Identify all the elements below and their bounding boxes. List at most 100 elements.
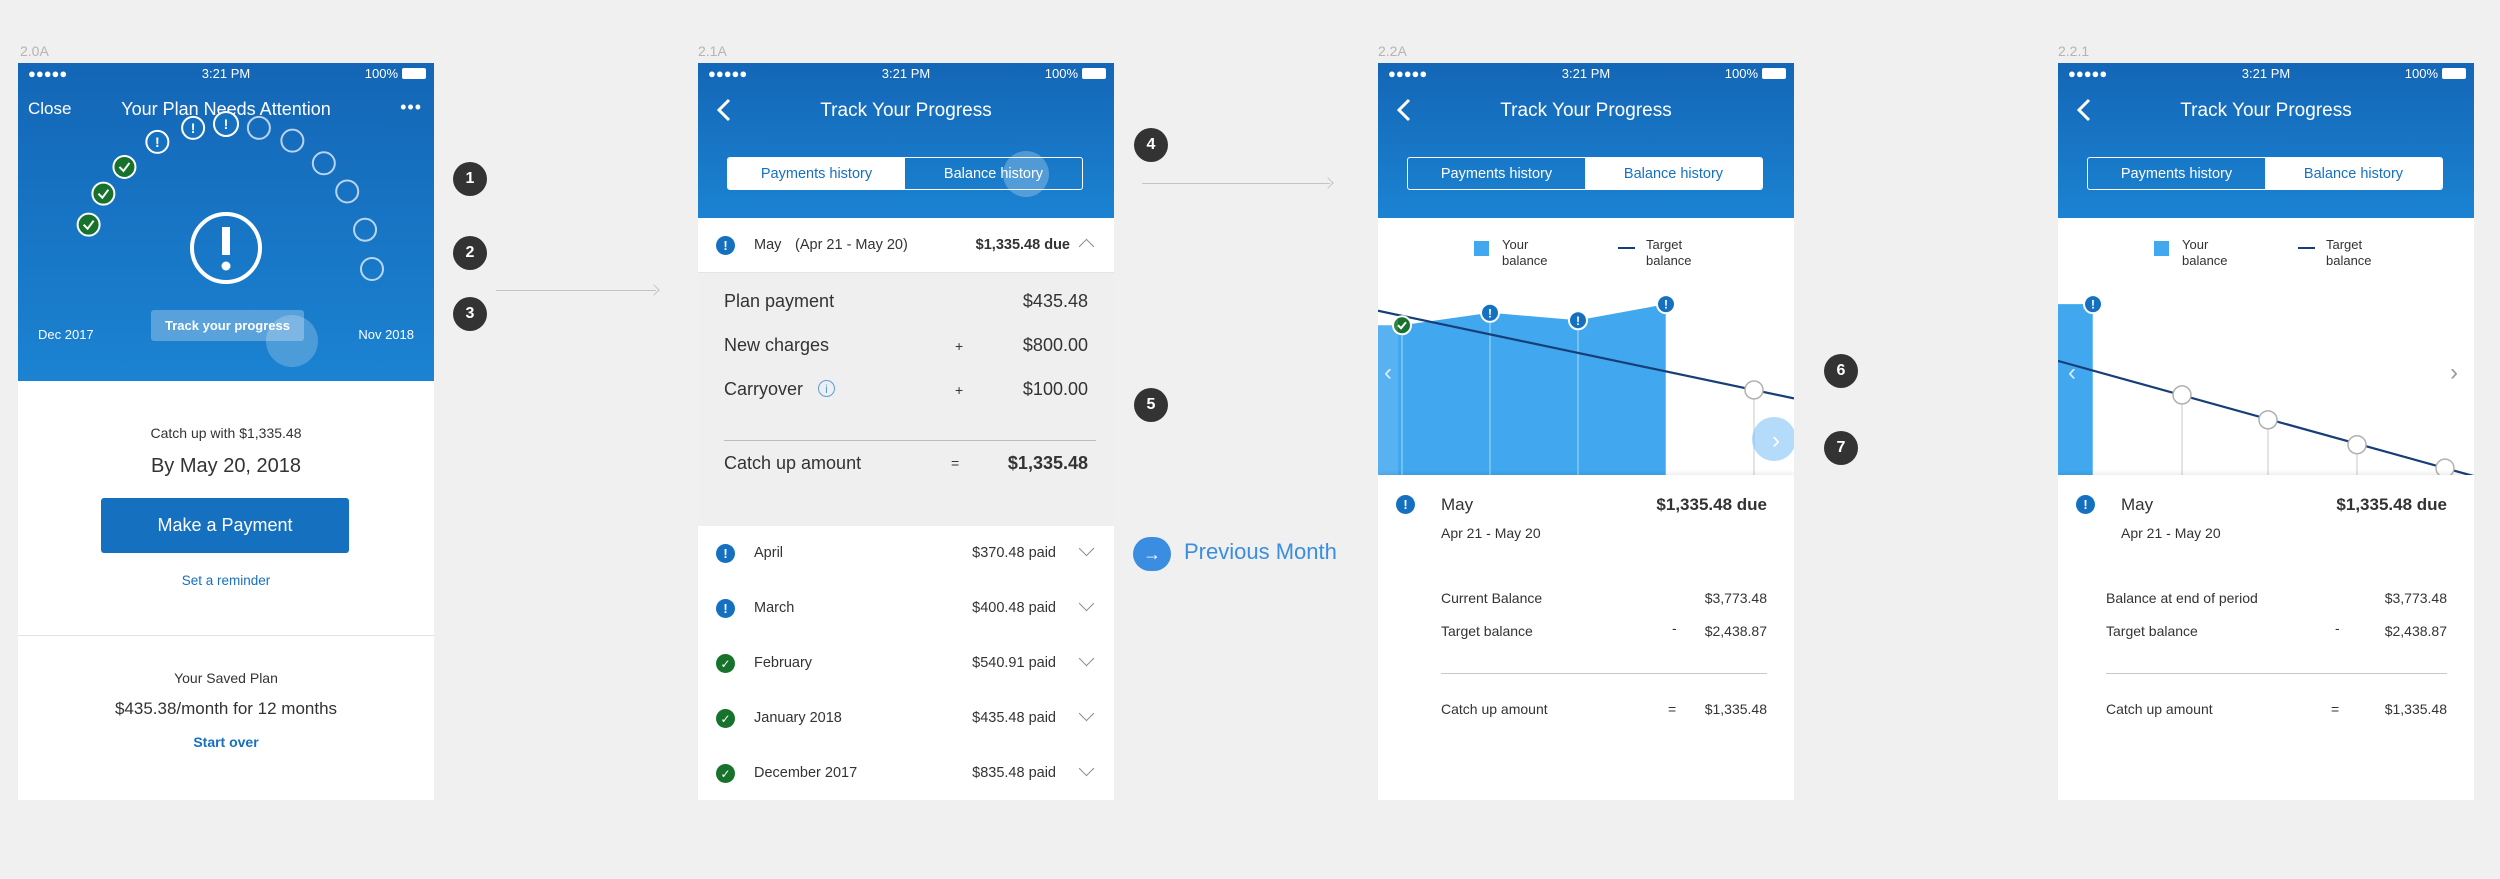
svg-text:!: ! [155, 134, 160, 150]
info-icon[interactable]: i [818, 380, 835, 397]
chevron-down-icon [1078, 650, 1095, 667]
history-tabs: Payments history Balance history [727, 157, 1083, 190]
tap-indicator [266, 315, 318, 367]
alert-icon[interactable] [1480, 302, 1500, 323]
chevron-left-icon[interactable]: ‹ [1384, 359, 1392, 386]
screen-plan-attention: ●●●●● 3:21 PM 100% Close Your Plan Needs… [18, 63, 434, 800]
header: ●●●●● 3:21 PM 100% Track Your Progress P… [1378, 63, 1794, 218]
alert-icon[interactable] [1568, 310, 1588, 331]
divider [18, 635, 434, 636]
history-row[interactable]: ! April $370.48 paid [698, 526, 1114, 582]
tab-payments-history[interactable]: Payments history [2120, 165, 2233, 182]
breakdown-panel: Plan payment $435.48 New charges + $800.00 Ca… [698, 273, 1114, 526]
annotation-badge: 4 [1134, 128, 1168, 162]
detail-month: May [1441, 495, 1474, 514]
breakdown-label: Plan payment [724, 291, 835, 311]
screen-track-progress-balance-future: ●●●●● 3:21 PM 100% Track Your Progress P… [2058, 63, 2474, 800]
signal-icon: ●●●●● [28, 66, 68, 81]
breakdown-label: New charges [724, 335, 830, 355]
signal-icon: ●●●●● [708, 66, 748, 81]
battery-icon [402, 68, 426, 79]
row-amount: $370.48 paid [972, 545, 1056, 561]
alert-mark: ! [1576, 314, 1580, 328]
current-period-row[interactable]: ! May (Apr 21 - May 20) $1,335.48 due [698, 218, 1114, 273]
dial-step-upcoming [335, 179, 360, 204]
screen-track-progress-payments: ●●●●● 3:21 PM 100% Track Your Progress P… [698, 63, 1114, 800]
tab-payments-history[interactable]: Payments history [728, 158, 905, 189]
back-chevron-icon[interactable] [2070, 95, 2100, 125]
tab-payments-history[interactable]: Payments history [1440, 165, 1553, 182]
alert-icon[interactable] [2083, 294, 2103, 315]
future-point[interactable] [2172, 385, 2192, 405]
history-row[interactable]: ✓ February $540.91 paid [698, 636, 1114, 692]
dial-step-alert: ! [181, 115, 206, 140]
balance-area [1378, 304, 1666, 500]
annotation-badge: 6 [1824, 354, 1858, 388]
alert-mark: ! [2091, 298, 2095, 312]
catchup-value: $1,335.48 [1007, 453, 1088, 473]
set-reminder-link[interactable]: Set a reminder [181, 573, 271, 588]
future-point[interactable] [1744, 380, 1764, 400]
future-point[interactable] [2258, 410, 2278, 430]
chevron-up-icon [1078, 238, 1095, 255]
status-bar: ●●●●● 3:21 PM 100% [698, 63, 1114, 85]
future-point[interactable] [2347, 434, 2367, 455]
divider [1441, 673, 1767, 674]
history-row[interactable]: ! March $400.48 paid [698, 581, 1114, 637]
saved-plan-title: Your Saved Plan [174, 670, 278, 686]
row-label: December 2017 [754, 765, 858, 781]
period-detail: ! May $1,335.48 due Apr 21 - May 20 Bala… [2058, 475, 2474, 800]
tab-balance-history[interactable]: Balance history [1585, 158, 1762, 189]
detail-value: $3,773.48 [2384, 590, 2447, 606]
legend-target-balance: Target balance [2326, 237, 2372, 268]
legend-swatch-target [2298, 247, 2315, 249]
back-chevron-icon[interactable] [710, 95, 740, 125]
back-chevron-icon[interactable] [1390, 95, 1420, 125]
alert-mark: ! [1488, 306, 1492, 320]
operator: + [955, 382, 964, 398]
more-icon[interactable]: ••• [400, 97, 422, 117]
alert-icon: ! [716, 544, 735, 563]
track-progress-button[interactable]: Track your progress [151, 310, 304, 341]
dial-step-upcoming [280, 128, 305, 153]
battery-icon [2442, 68, 2466, 79]
alert-large-icon [190, 212, 262, 284]
check-icon: ✓ [716, 764, 735, 783]
dial-start-label: Dec 2017 [38, 327, 94, 342]
status-time: 3:21 PM [1561, 66, 1611, 81]
chevron-left-icon[interactable]: ‹ [2068, 359, 2076, 386]
detail-value: $2,438.87 [1704, 623, 1767, 639]
check-mark [1397, 321, 1407, 330]
tab-balance-history[interactable]: Balance history [943, 165, 1044, 182]
dial-end-label: Nov 2018 [358, 327, 414, 342]
close-button[interactable]: Close [28, 99, 72, 118]
battery-percent: 100% [1044, 66, 1078, 81]
catchup-date: By May 20, 2018 [150, 455, 302, 477]
dial-step-success [112, 154, 137, 179]
start-over-link[interactable]: Start over [193, 734, 259, 750]
legend-swatch-balance [1474, 241, 1489, 256]
period-detail: ! May $1,335.48 due Apr 21 - May 20 Curr… [1378, 475, 1794, 800]
dial-step-upcoming [246, 115, 271, 140]
tab-balance-history[interactable]: Balance history [2265, 158, 2442, 189]
page-title: Your Plan Needs Attention [121, 99, 331, 119]
history-row[interactable]: ✓ January 2018 $435.48 paid [698, 691, 1114, 747]
annotation-badge: 5 [1134, 388, 1168, 422]
row-label: April [754, 545, 784, 561]
chevron-right-icon[interactable]: › [2450, 359, 2458, 386]
alert-mark: ! [1664, 298, 1668, 312]
chevron-down-icon [1078, 760, 1095, 777]
battery-icon [1762, 68, 1786, 79]
header: ●●●●● 3:21 PM 100% Track Your Progress P… [698, 63, 1114, 218]
chevron-right-icon[interactable]: › [1772, 427, 1780, 454]
history-row[interactable]: ✓ December 2017 $835.48 paid [698, 746, 1114, 800]
legend-your-balance: Your balance [1502, 237, 1548, 268]
alert-icon[interactable] [1656, 294, 1676, 315]
target-line [1378, 309, 1794, 400]
make-payment-button[interactable]: Make a Payment [101, 498, 349, 553]
status-time: 3:21 PM [881, 66, 931, 81]
signal-icon: ●●●●● [2068, 66, 2108, 81]
dial-step-upcoming [353, 217, 378, 242]
check-icon[interactable] [1392, 315, 1412, 336]
flow-arrow-head [648, 284, 660, 296]
